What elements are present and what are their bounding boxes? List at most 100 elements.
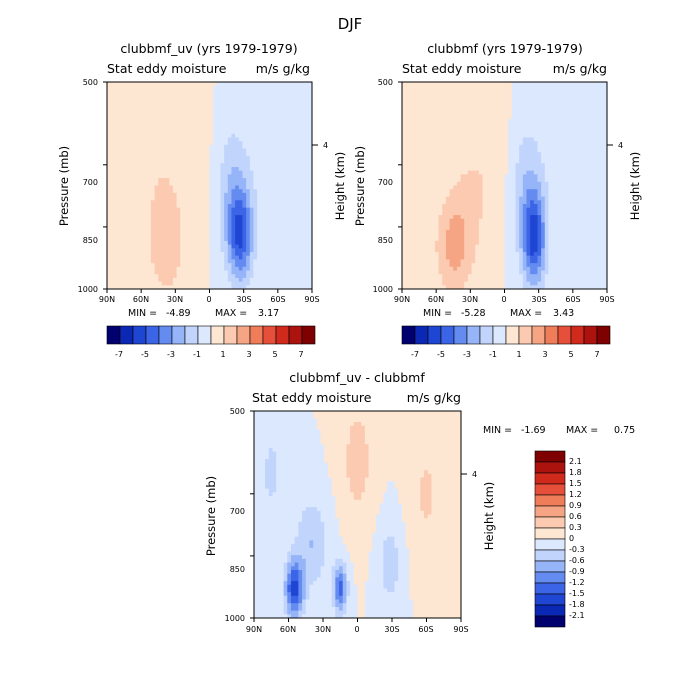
contour-cell — [552, 185, 557, 190]
contour-cell — [143, 144, 148, 149]
contour-cell — [246, 93, 251, 98]
contour-cell — [180, 259, 185, 264]
contour-cell — [301, 104, 306, 109]
contour-cell — [271, 203, 276, 209]
contour-cell — [136, 248, 141, 253]
contour-cell — [412, 185, 418, 190]
contour-cell — [279, 192, 284, 197]
contour-cell — [460, 111, 465, 116]
contour-cell — [194, 100, 199, 105]
contour-cell — [183, 174, 188, 179]
contour-cell — [143, 215, 148, 220]
contour-cell — [402, 107, 407, 112]
contour-cell — [423, 196, 429, 201]
contour-cell — [242, 277, 247, 283]
contour-cell — [603, 122, 608, 127]
contour-cell — [420, 185, 425, 190]
contour-cell — [581, 137, 586, 142]
contour-cell — [125, 144, 130, 149]
contour-cell — [508, 118, 513, 124]
contour-cell — [530, 170, 535, 175]
contour-cell — [139, 133, 145, 138]
contour-cell — [297, 82, 302, 87]
contour-cell — [198, 185, 203, 190]
contour-cell — [420, 137, 425, 142]
contour-cell — [297, 196, 302, 201]
contour-cell — [136, 163, 141, 168]
contour-cell — [165, 152, 170, 157]
contour-cell — [176, 159, 181, 164]
contour-cell — [279, 141, 284, 146]
contour-cell — [412, 189, 418, 194]
contour-cell — [172, 189, 177, 194]
contour-cell — [308, 152, 313, 157]
contour-cell — [522, 152, 527, 157]
contour-cell — [117, 152, 123, 157]
contour-cell — [150, 237, 155, 242]
contour-cell — [548, 141, 553, 146]
contour-cell — [297, 148, 302, 153]
contour-cell — [257, 196, 262, 201]
contour-cell — [128, 222, 134, 227]
contour-cell — [172, 270, 177, 275]
contour-cell — [431, 85, 436, 90]
contour-cell — [139, 277, 145, 283]
contour-cell — [405, 107, 410, 112]
contour-cell — [438, 96, 443, 101]
contour-cell — [420, 163, 425, 168]
contour-cell — [180, 167, 185, 172]
contour-cell — [158, 196, 163, 201]
contour-cell — [552, 148, 557, 153]
contour-cell — [191, 130, 196, 135]
panel-units-label: m/s g/kg — [553, 61, 607, 76]
contour-cell — [260, 196, 265, 201]
contour-cell — [555, 152, 560, 157]
contour-cell — [537, 82, 542, 87]
contour-cell — [308, 244, 313, 249]
contour-cell — [293, 115, 298, 120]
contour-cell — [449, 118, 454, 124]
contour-cell — [431, 155, 436, 161]
contour-cell — [121, 255, 126, 260]
contour-cell — [194, 82, 199, 87]
contour-cell — [301, 233, 306, 238]
contour-cell — [180, 82, 185, 87]
contour-cell — [402, 189, 407, 194]
contour-cell — [220, 237, 225, 242]
contour-cell — [537, 189, 542, 194]
contour-cell — [110, 159, 115, 164]
contour-cell — [231, 137, 236, 142]
contour-cell — [293, 104, 298, 109]
contour-cell — [132, 252, 137, 257]
contour-cell — [275, 192, 280, 197]
contour-cell — [150, 203, 155, 209]
contour-cell — [445, 178, 450, 183]
contour-cell — [566, 118, 571, 124]
contour-cell — [570, 85, 575, 90]
contour-cell — [169, 185, 174, 190]
contour-cell — [431, 163, 436, 168]
contour-cell — [198, 93, 203, 98]
contour-cell — [224, 130, 229, 135]
contour-cell — [308, 215, 313, 220]
contour-cell — [416, 178, 421, 183]
contour-cell — [176, 207, 181, 212]
contour-cell — [176, 93, 181, 98]
contour-cell — [423, 185, 429, 190]
contour-cell — [107, 240, 112, 246]
contour-cell — [585, 122, 590, 127]
contour-cell — [271, 181, 276, 186]
contour-cell — [202, 248, 207, 253]
contour-cell — [213, 126, 218, 131]
contour-cell — [191, 252, 196, 257]
contour-cell — [588, 96, 593, 101]
contour-cell — [596, 137, 601, 142]
contour-cell — [453, 100, 458, 105]
contour-cell — [522, 111, 527, 116]
contour-cell — [456, 85, 461, 90]
contour-cell — [224, 93, 229, 98]
contour-cell — [416, 185, 421, 190]
contour-cell — [180, 211, 185, 216]
contour-cell — [136, 215, 141, 220]
contour-cell — [271, 155, 276, 161]
